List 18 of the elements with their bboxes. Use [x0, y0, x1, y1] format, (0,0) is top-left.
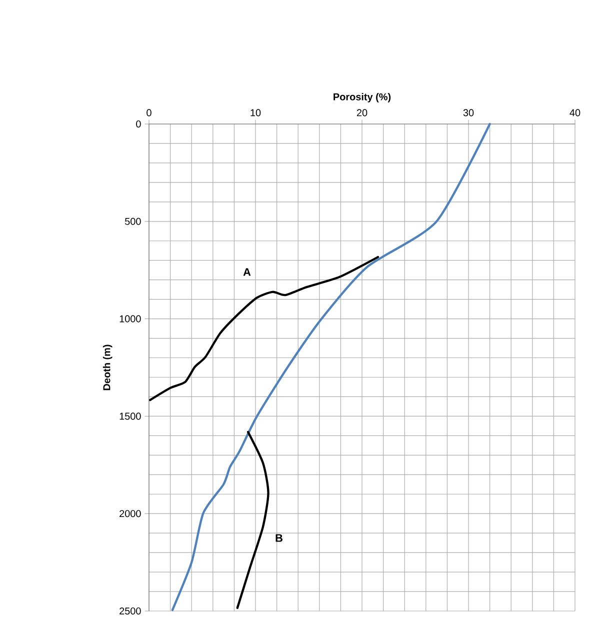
- x-tick-label: 30: [463, 109, 474, 116]
- line-series: [148, 256, 380, 402]
- y-axis-title: Deoth (m): [102, 344, 112, 390]
- y-tick-label: 1500: [120, 412, 141, 420]
- y-tick-label: 2500: [120, 607, 141, 615]
- x-axis-title: Porosity (%): [334, 93, 391, 102]
- x-tick-label: 10: [250, 109, 261, 116]
- y-tick-label: 1000: [120, 315, 141, 322]
- y-tick-label: 0: [136, 120, 141, 128]
- y-tick-label: 2000: [120, 510, 141, 518]
- line-series: [171, 122, 491, 612]
- x-tick-label: 20: [356, 109, 368, 116]
- y-tick-label: 500: [125, 218, 141, 225]
- line-series: [236, 430, 270, 609]
- annotation: A: [243, 268, 251, 276]
- x-tick-label: 40: [570, 109, 580, 116]
- annotation: B: [276, 534, 282, 542]
- x-tick-label: 0: [146, 109, 152, 116]
